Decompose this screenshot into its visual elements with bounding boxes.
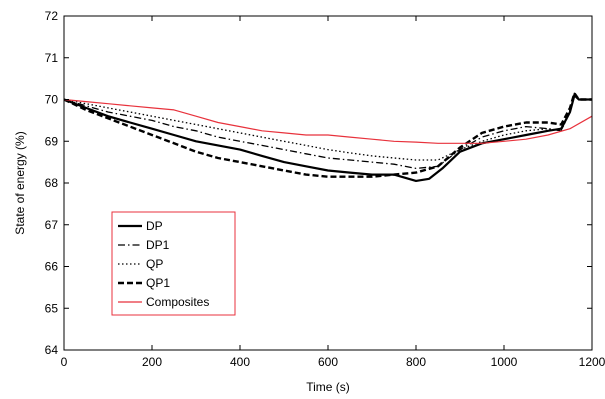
y-tick-label: 71: [45, 51, 59, 65]
legend-label-qp1: QP1: [146, 276, 170, 290]
legend-box: [111, 211, 236, 316]
y-tick-label: 67: [45, 218, 59, 232]
y-tick-label: 72: [45, 9, 59, 23]
legend: DP DP1 QP QP1 Composites: [111, 211, 236, 316]
x-tick-label: 1000: [491, 355, 518, 369]
series-line-qp: [63, 94, 592, 161]
legend-label-dp: DP: [146, 219, 163, 233]
series-layer: [63, 91, 593, 182]
x-tick-label: 0: [61, 355, 68, 369]
y-tick-label: 68: [45, 176, 59, 190]
y-tick-label: 65: [45, 301, 59, 315]
x-axis: 0 200 400 600 800 1000 1200: [61, 16, 605, 369]
y-tick-label: 64: [45, 343, 59, 357]
y-tick-label: 66: [45, 260, 59, 274]
y-axis: 64 65 66 67 68 69 70 71 72: [45, 9, 592, 357]
legend-label-composites: Composites: [146, 295, 209, 309]
series-line-qp1: [63, 91, 592, 178]
y-tick-label: 70: [45, 93, 59, 107]
series-line-composites: [63, 98, 593, 144]
x-tick-label: 1200: [579, 355, 605, 369]
x-tick-label: 400: [230, 355, 250, 369]
x-tick-label: 800: [406, 355, 426, 369]
y-axis-label: State of energy (%): [13, 131, 27, 234]
series-line-dp: [63, 94, 592, 182]
y-tick-label: 69: [45, 134, 59, 148]
x-tick-label: 600: [318, 355, 338, 369]
legend-label-dp1: DP1: [146, 238, 170, 252]
x-tick-label: 200: [142, 355, 162, 369]
x-axis-label: Time (s): [306, 380, 350, 394]
legend-label-qp: QP: [146, 257, 163, 271]
